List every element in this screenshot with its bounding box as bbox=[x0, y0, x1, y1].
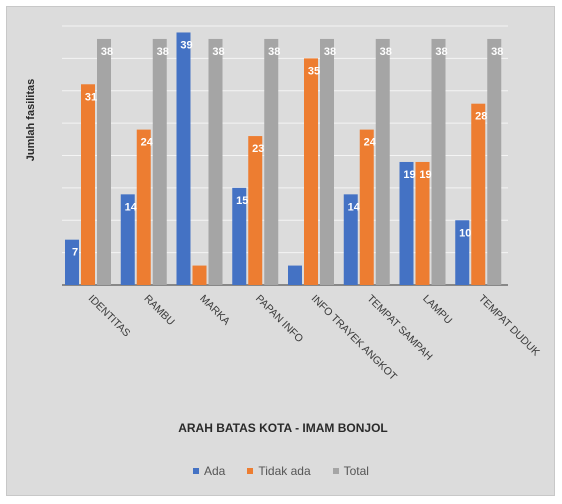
data-label: 38 bbox=[157, 46, 169, 58]
legend-item-tidak-ada: Tidak ada bbox=[247, 464, 311, 478]
data-label: 38 bbox=[101, 46, 113, 58]
bar bbox=[136, 129, 151, 285]
x-tick-label: TEMPAT DUDUK bbox=[476, 293, 542, 359]
bar bbox=[192, 265, 207, 285]
y-axis-label: Jumlah fasilitas bbox=[25, 79, 37, 162]
x-tick-label: PAPAN INFO bbox=[253, 293, 305, 345]
bar bbox=[471, 103, 486, 285]
legend-item-total: Total bbox=[332, 464, 369, 478]
bar bbox=[359, 129, 374, 285]
bar bbox=[248, 136, 263, 285]
data-label: 15 bbox=[236, 195, 248, 207]
data-label: 38 bbox=[491, 46, 503, 58]
bar bbox=[232, 187, 247, 285]
bar bbox=[81, 84, 95, 286]
x-tick-label: IDENTITAS bbox=[86, 293, 133, 340]
data-label: 24 bbox=[364, 137, 377, 149]
bar bbox=[288, 265, 302, 285]
data-label: 23 bbox=[252, 143, 264, 155]
legend-swatch-total bbox=[332, 468, 339, 474]
bar bbox=[264, 38, 279, 286]
data-label: 38 bbox=[268, 46, 280, 58]
data-label: 38 bbox=[324, 46, 336, 58]
bar bbox=[375, 38, 390, 286]
bar bbox=[487, 38, 502, 286]
legend-swatch-tidak-ada bbox=[247, 468, 254, 474]
legend-label-total: Total bbox=[343, 464, 369, 478]
data-label: 28 bbox=[475, 111, 487, 123]
legend-item-ada: Ada bbox=[193, 464, 225, 478]
data-label: 38 bbox=[212, 46, 224, 58]
data-label: 19 bbox=[403, 169, 415, 181]
bar bbox=[176, 32, 191, 285]
data-label: 19 bbox=[419, 169, 431, 181]
bar bbox=[343, 194, 358, 285]
data-label: 10 bbox=[459, 227, 471, 239]
data-label: 38 bbox=[435, 46, 447, 58]
bar bbox=[415, 161, 430, 285]
data-label: 31 bbox=[85, 91, 97, 103]
data-label: 14 bbox=[125, 201, 138, 213]
data-label: 14 bbox=[348, 201, 361, 213]
data-label: 38 bbox=[380, 46, 392, 58]
bar bbox=[65, 239, 79, 285]
bar bbox=[97, 38, 111, 286]
bar bbox=[320, 38, 334, 286]
legend-label-tidak-ada: Tidak ada bbox=[258, 464, 311, 478]
bar bbox=[304, 58, 318, 285]
bar bbox=[208, 38, 223, 286]
bar bbox=[455, 220, 470, 285]
bar bbox=[431, 38, 446, 286]
bar bbox=[152, 38, 167, 286]
data-label: 24 bbox=[141, 137, 154, 149]
x-tick-label: MARKA bbox=[197, 293, 232, 328]
bar bbox=[399, 161, 414, 285]
legend: Ada Tidak ada Total bbox=[0, 464, 562, 478]
data-label: 7 bbox=[72, 247, 78, 259]
x-tick-label: LAMPU bbox=[420, 293, 454, 327]
data-label: 35 bbox=[308, 65, 320, 77]
x-tick-label: RAMBU bbox=[142, 293, 177, 328]
x-axis-title: ARAH BATAS KOTA - IMAM BONJOL bbox=[178, 421, 388, 435]
legend-label-ada: Ada bbox=[204, 464, 226, 478]
data-label: 39 bbox=[180, 39, 192, 51]
legend-swatch-ada bbox=[193, 468, 199, 474]
bar bbox=[120, 194, 135, 285]
